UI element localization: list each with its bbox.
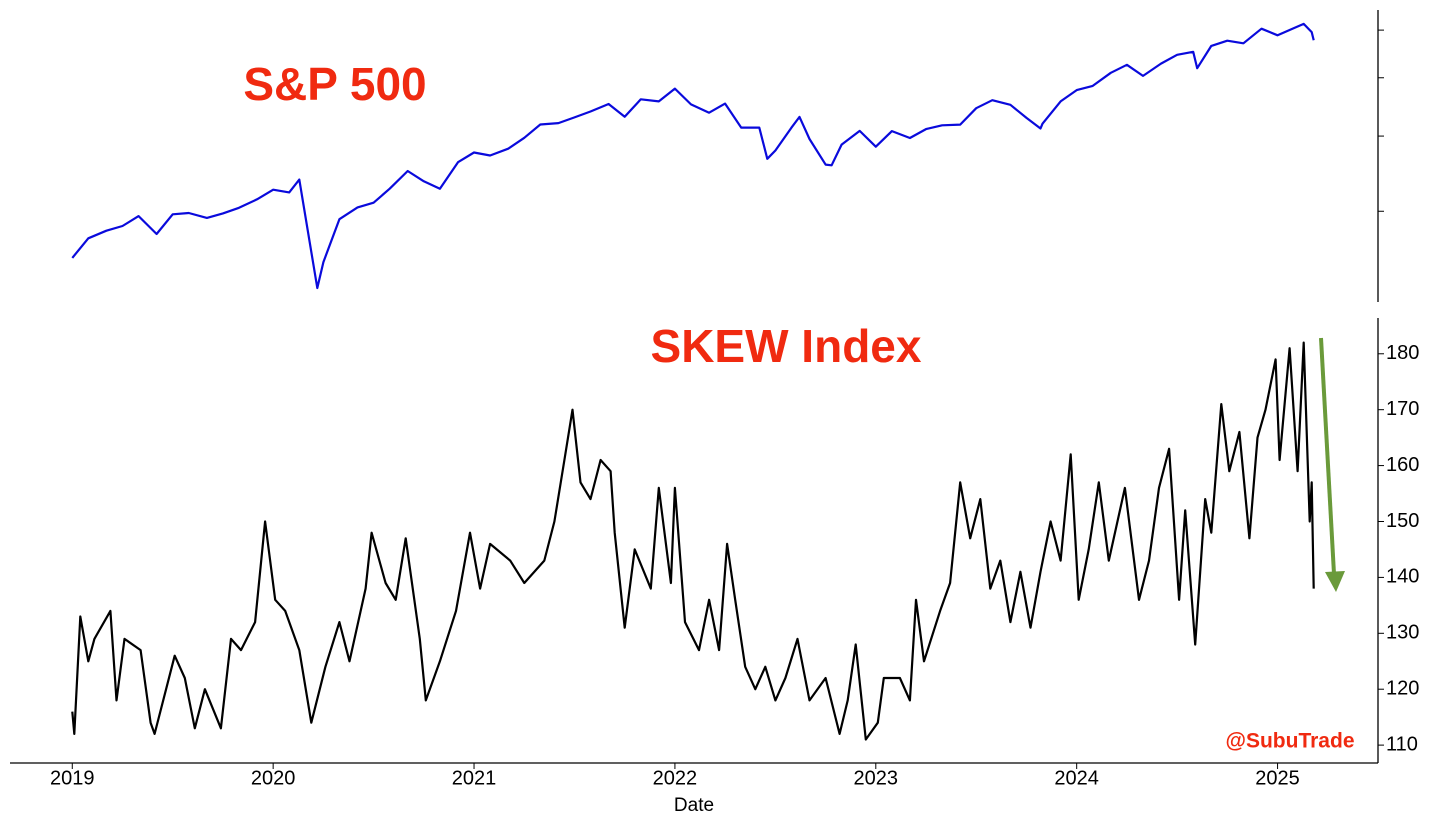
y-tick-label: 180 <box>1386 342 1419 364</box>
x-tick-label: 2019 <box>50 767 95 789</box>
y-tick-label: 110 <box>1386 733 1418 755</box>
x-tick-label: 2023 <box>854 767 899 789</box>
arrow <box>1319 337 1345 592</box>
x-tick-label: 2025 <box>1255 767 1300 789</box>
x-tick-label: 2021 <box>452 767 497 789</box>
chart-title: SKEW Index <box>651 320 922 372</box>
y-tick-label: 160 <box>1386 454 1419 476</box>
annotation: @SubuTrade <box>1226 730 1355 753</box>
chart-title: S&P 500 <box>243 58 426 110</box>
x-tick-label: 2022 <box>653 767 698 789</box>
x-axis-label: Date <box>674 795 714 816</box>
x-tick-label: 2020 <box>251 767 296 789</box>
y-tick-label: 140 <box>1386 566 1419 588</box>
y-tick-label: 130 <box>1386 622 1419 644</box>
y-tick-label: 170 <box>1386 398 1419 420</box>
series-line <box>71 341 1315 741</box>
series-line <box>71 22 1315 290</box>
y-tick-label: 120 <box>1386 677 1419 699</box>
x-tick-label: 2024 <box>1054 767 1099 789</box>
y-tick-label: 150 <box>1386 510 1419 532</box>
